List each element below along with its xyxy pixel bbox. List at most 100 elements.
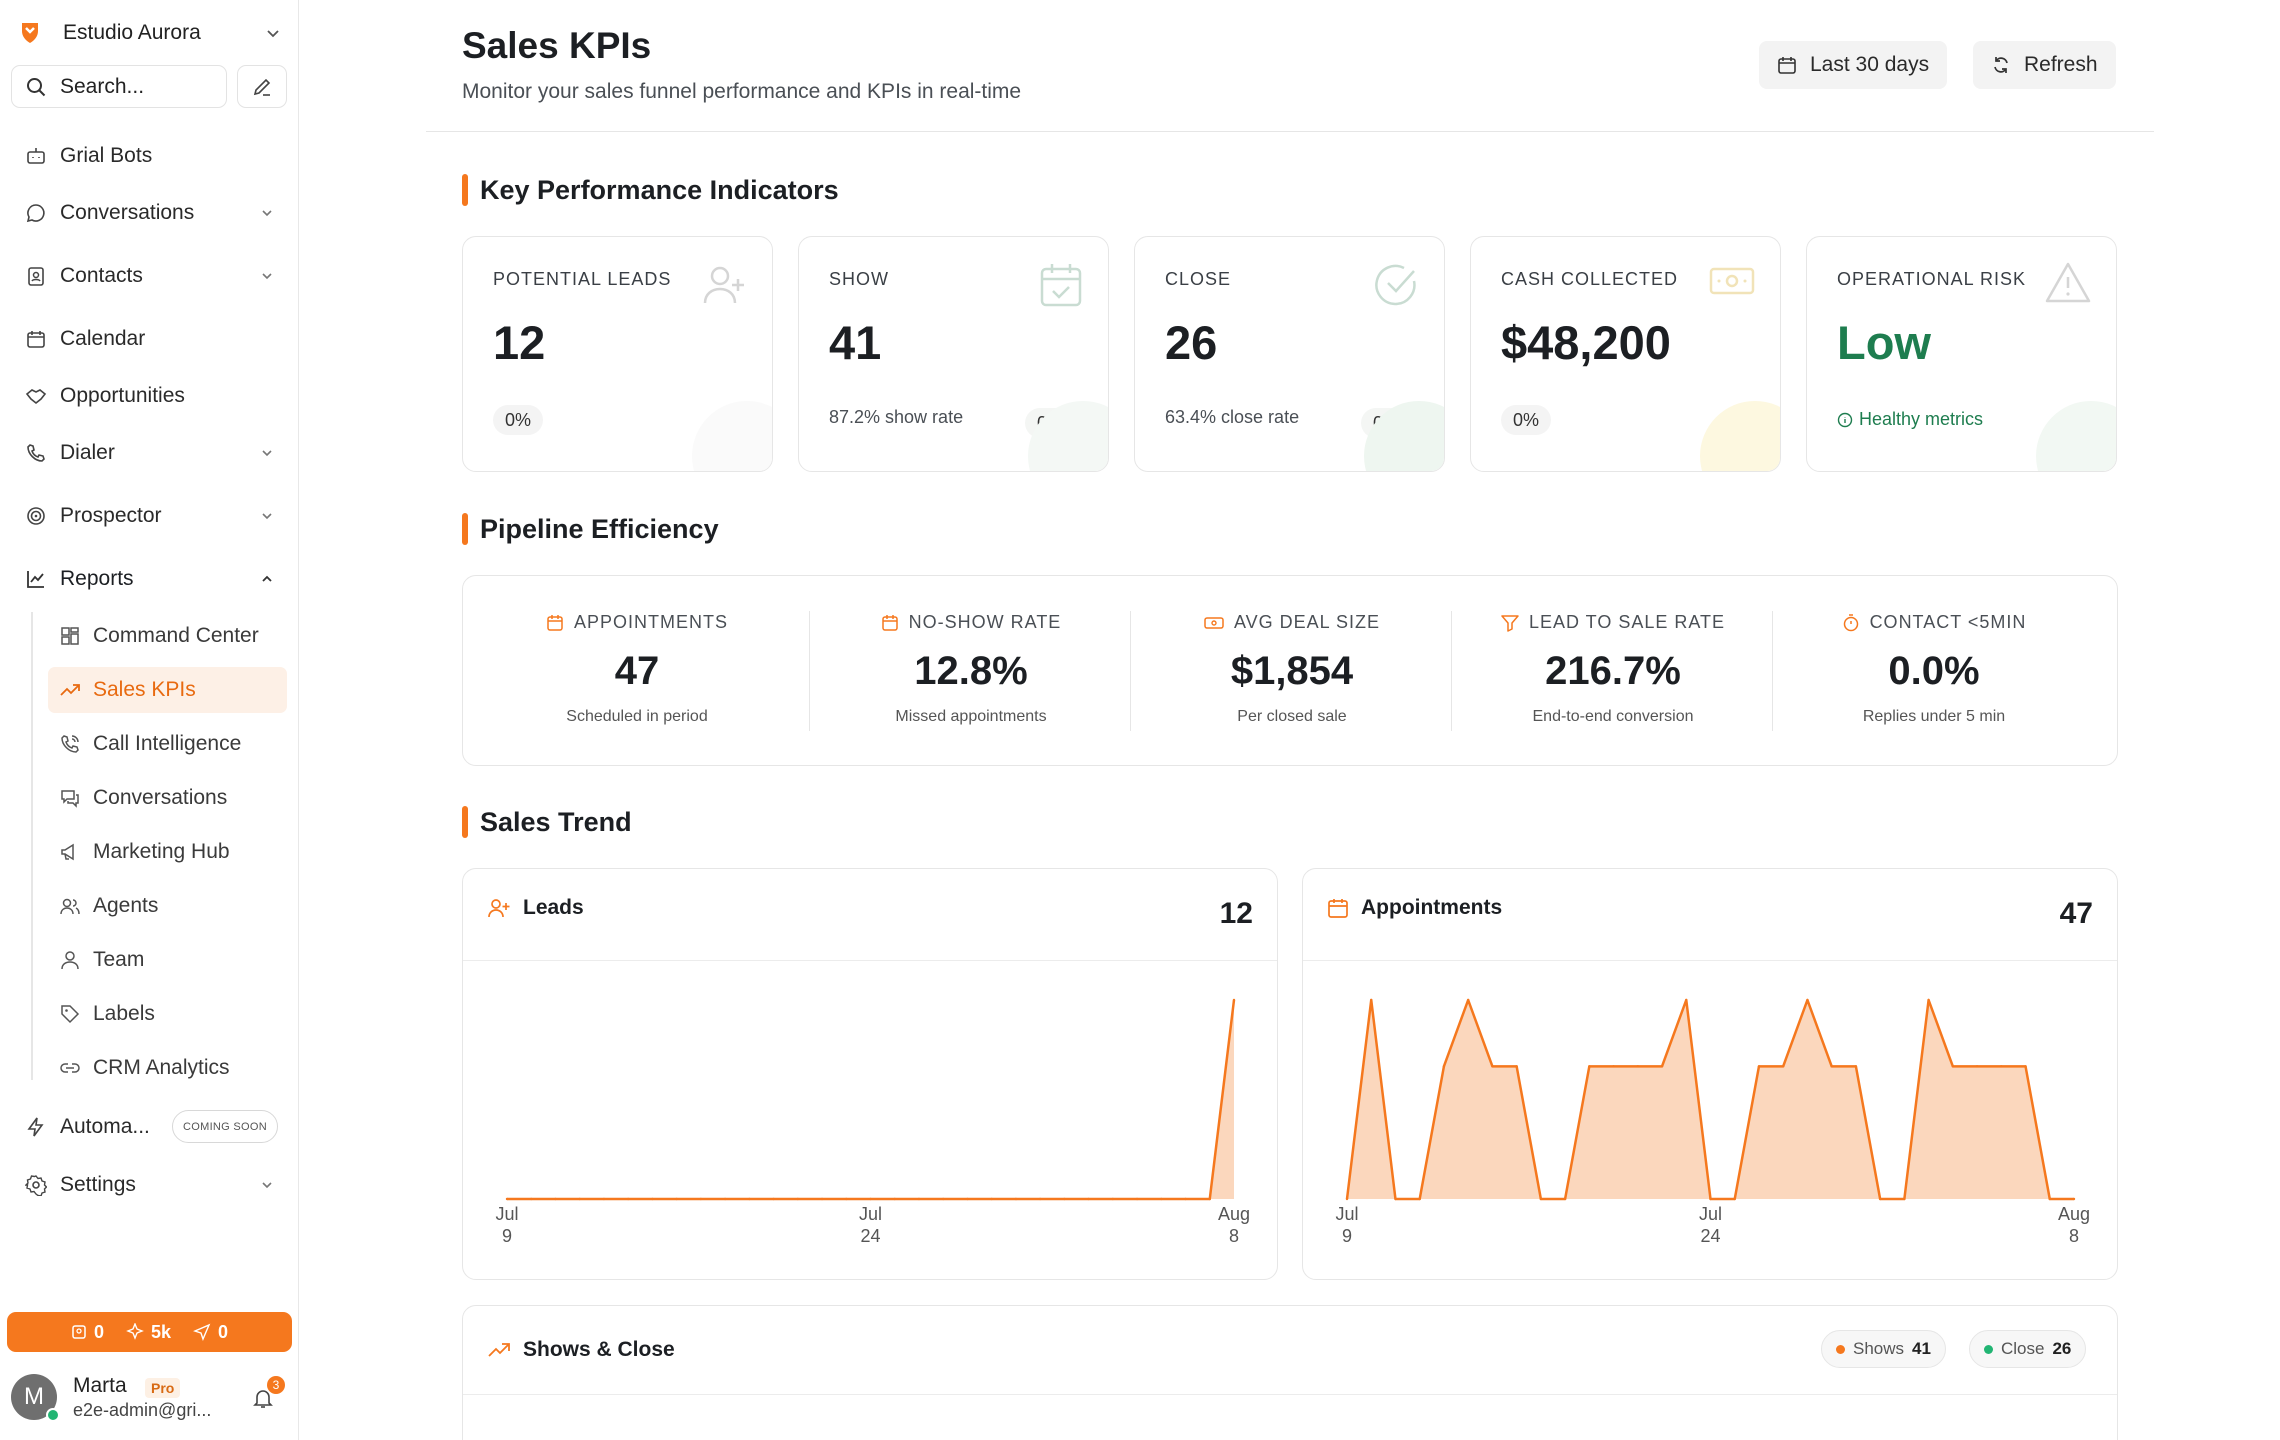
sub-crm-analytics[interactable]: CRM Analytics bbox=[48, 1045, 287, 1091]
sub-sales-kpis[interactable]: Sales KPIs bbox=[48, 667, 287, 713]
sub-marketing-hub[interactable]: Marketing Hub bbox=[48, 829, 287, 875]
sub-labels[interactable]: Labels bbox=[48, 991, 287, 1037]
legend-close[interactable]: Close 26 bbox=[1969, 1330, 2087, 1368]
data-point bbox=[626, 1197, 630, 1201]
column-divider bbox=[1772, 611, 1773, 731]
credits-bar[interactable]: 0 5k 0 bbox=[7, 1312, 292, 1352]
kpi-change-badge: 0% bbox=[1501, 405, 1552, 435]
warning-triangle-icon bbox=[2044, 261, 2092, 305]
data-point bbox=[1370, 998, 1373, 1002]
x-tick-label: Aug bbox=[1218, 1204, 1250, 1224]
pipeline-appointments: APPOINTMENTS 47 Scheduled in period bbox=[477, 612, 797, 726]
user-profile[interactable]: M Marta Pro e2e-admin@gri... 3 bbox=[11, 1372, 291, 1424]
data-point bbox=[1709, 1197, 1712, 1201]
data-point bbox=[699, 1197, 703, 1201]
sub-call-intelligence[interactable]: Call Intelligence bbox=[48, 721, 287, 767]
calendar-icon bbox=[1777, 55, 1797, 75]
chart-title-row: Shows & Close bbox=[487, 1338, 675, 1362]
nav-opportunities[interactable]: Opportunities bbox=[24, 376, 286, 416]
nav-conversations[interactable]: Conversations bbox=[24, 193, 286, 233]
data-point bbox=[1975, 1065, 1979, 1068]
trending-up-icon bbox=[59, 679, 81, 701]
nav-reports[interactable]: Reports bbox=[24, 559, 286, 599]
chart-total: 12 bbox=[1219, 897, 1253, 930]
pipeline-deal-size: AVG DEAL SIZE $1,854 Per closed sale bbox=[1132, 612, 1452, 726]
x-tick-label: Jul bbox=[495, 1204, 518, 1224]
credit-contacts-value: 0 bbox=[93, 1321, 104, 1342]
data-point bbox=[651, 1197, 654, 1201]
pipeline-subtext: End-to-end conversion bbox=[1532, 708, 1694, 725]
risk-status-text: Healthy metrics bbox=[1859, 409, 1984, 429]
nav-label: Reports bbox=[60, 567, 134, 590]
sub-label: Labels bbox=[93, 1002, 155, 1025]
data-point bbox=[2000, 1065, 2003, 1068]
date-range-button[interactable]: Last 30 days bbox=[1759, 41, 1948, 89]
data-point bbox=[1135, 1197, 1139, 1201]
pipeline-value: 47 bbox=[614, 649, 660, 693]
data-point bbox=[990, 1197, 993, 1201]
data-point bbox=[1854, 1065, 1858, 1068]
kpi-card-leads: POTENTIAL LEADS 12 0% bbox=[462, 236, 773, 472]
workspace-switcher[interactable]: Estudio Aurora bbox=[17, 16, 282, 50]
nav-dialer[interactable]: Dialer bbox=[24, 433, 286, 473]
pipeline-subtext: Missed appointments bbox=[895, 708, 1047, 725]
legend-dot bbox=[1836, 1344, 1845, 1354]
nav-label: Contacts bbox=[60, 264, 143, 287]
data-point bbox=[1208, 1197, 1211, 1201]
pipeline-value: 0.0% bbox=[1888, 649, 1980, 693]
user-plus-icon bbox=[488, 899, 510, 918]
header-divider bbox=[426, 131, 2154, 132]
sub-conversations[interactable]: Conversations bbox=[48, 775, 287, 821]
pipeline-value: $1,854 bbox=[1230, 649, 1354, 693]
section-title-trend: Sales Trend bbox=[462, 806, 632, 838]
chart-title-row: Leads bbox=[487, 896, 584, 920]
legend-shows[interactable]: Shows 41 bbox=[1821, 1330, 1946, 1368]
nav-calendar[interactable]: Calendar bbox=[24, 319, 286, 359]
phone-call-icon bbox=[59, 733, 81, 755]
contact-card-icon bbox=[72, 1325, 86, 1339]
refresh-button[interactable]: Refresh bbox=[1973, 41, 2116, 89]
workspace-logo-icon bbox=[17, 20, 43, 46]
chevron-down-icon bbox=[260, 269, 274, 283]
credit-contacts: 0 bbox=[71, 1322, 104, 1343]
bell-icon[interactable] bbox=[251, 1386, 275, 1410]
pipeline-lead-to-sale: LEAD TO SALE RATE 216.7% End-to-end conv… bbox=[1453, 612, 1773, 726]
nav-label: Calendar bbox=[60, 327, 146, 350]
sub-team[interactable]: Team bbox=[48, 937, 287, 983]
data-point bbox=[1038, 1197, 1042, 1201]
link-icon bbox=[59, 1057, 81, 1079]
leads-chart-card: Leads 12 Jul 9 Jul 24 Aug 8 bbox=[462, 868, 1278, 1280]
nav-contacts[interactable]: Contacts bbox=[24, 256, 286, 296]
data-point bbox=[869, 1197, 872, 1201]
nav-automations[interactable]: Automa... bbox=[24, 1107, 286, 1147]
pipeline-label-row: AVG DEAL SIZE bbox=[1132, 612, 1452, 633]
kpi-subtext: 87.2% show rate bbox=[829, 407, 964, 427]
refresh-label: Refresh bbox=[2024, 53, 2098, 76]
search-input[interactable]: Search... bbox=[11, 65, 227, 108]
avatar: M bbox=[11, 1374, 57, 1420]
data-point bbox=[530, 1197, 533, 1201]
chevron-up-icon bbox=[260, 572, 274, 586]
trending-up-icon bbox=[488, 1343, 510, 1357]
sub-command-center[interactable]: Command Center bbox=[48, 613, 287, 659]
credit-sent: 0 bbox=[193, 1322, 228, 1343]
data-point bbox=[1612, 1065, 1615, 1068]
data-point bbox=[1782, 1065, 1785, 1068]
kpi-card-risk: OPERATIONAL RISK Low Healthy metrics bbox=[1806, 236, 2117, 472]
calendar-icon bbox=[24, 327, 48, 351]
nav-label: Opportunities bbox=[60, 384, 185, 407]
sub-label: Conversations bbox=[93, 786, 228, 809]
nav-grial-bots[interactable]: Grial Bots bbox=[24, 136, 286, 176]
compose-button[interactable] bbox=[237, 65, 287, 108]
nav-prospector[interactable]: Prospector bbox=[24, 496, 286, 536]
tag-icon bbox=[59, 1003, 81, 1025]
info-circle-icon bbox=[1837, 412, 1853, 427]
x-tick-label: Jul bbox=[859, 1204, 882, 1224]
lightning-icon bbox=[24, 1115, 48, 1139]
nav-settings[interactable]: Settings bbox=[24, 1165, 286, 1205]
sub-agents[interactable]: Agents bbox=[48, 883, 287, 929]
section-title-kpi: Key Performance Indicators bbox=[462, 174, 839, 206]
check-circle-icon bbox=[1372, 261, 1420, 309]
data-point bbox=[1806, 998, 1809, 1002]
pipeline-subtext: Replies under 5 min bbox=[1862, 708, 2006, 725]
